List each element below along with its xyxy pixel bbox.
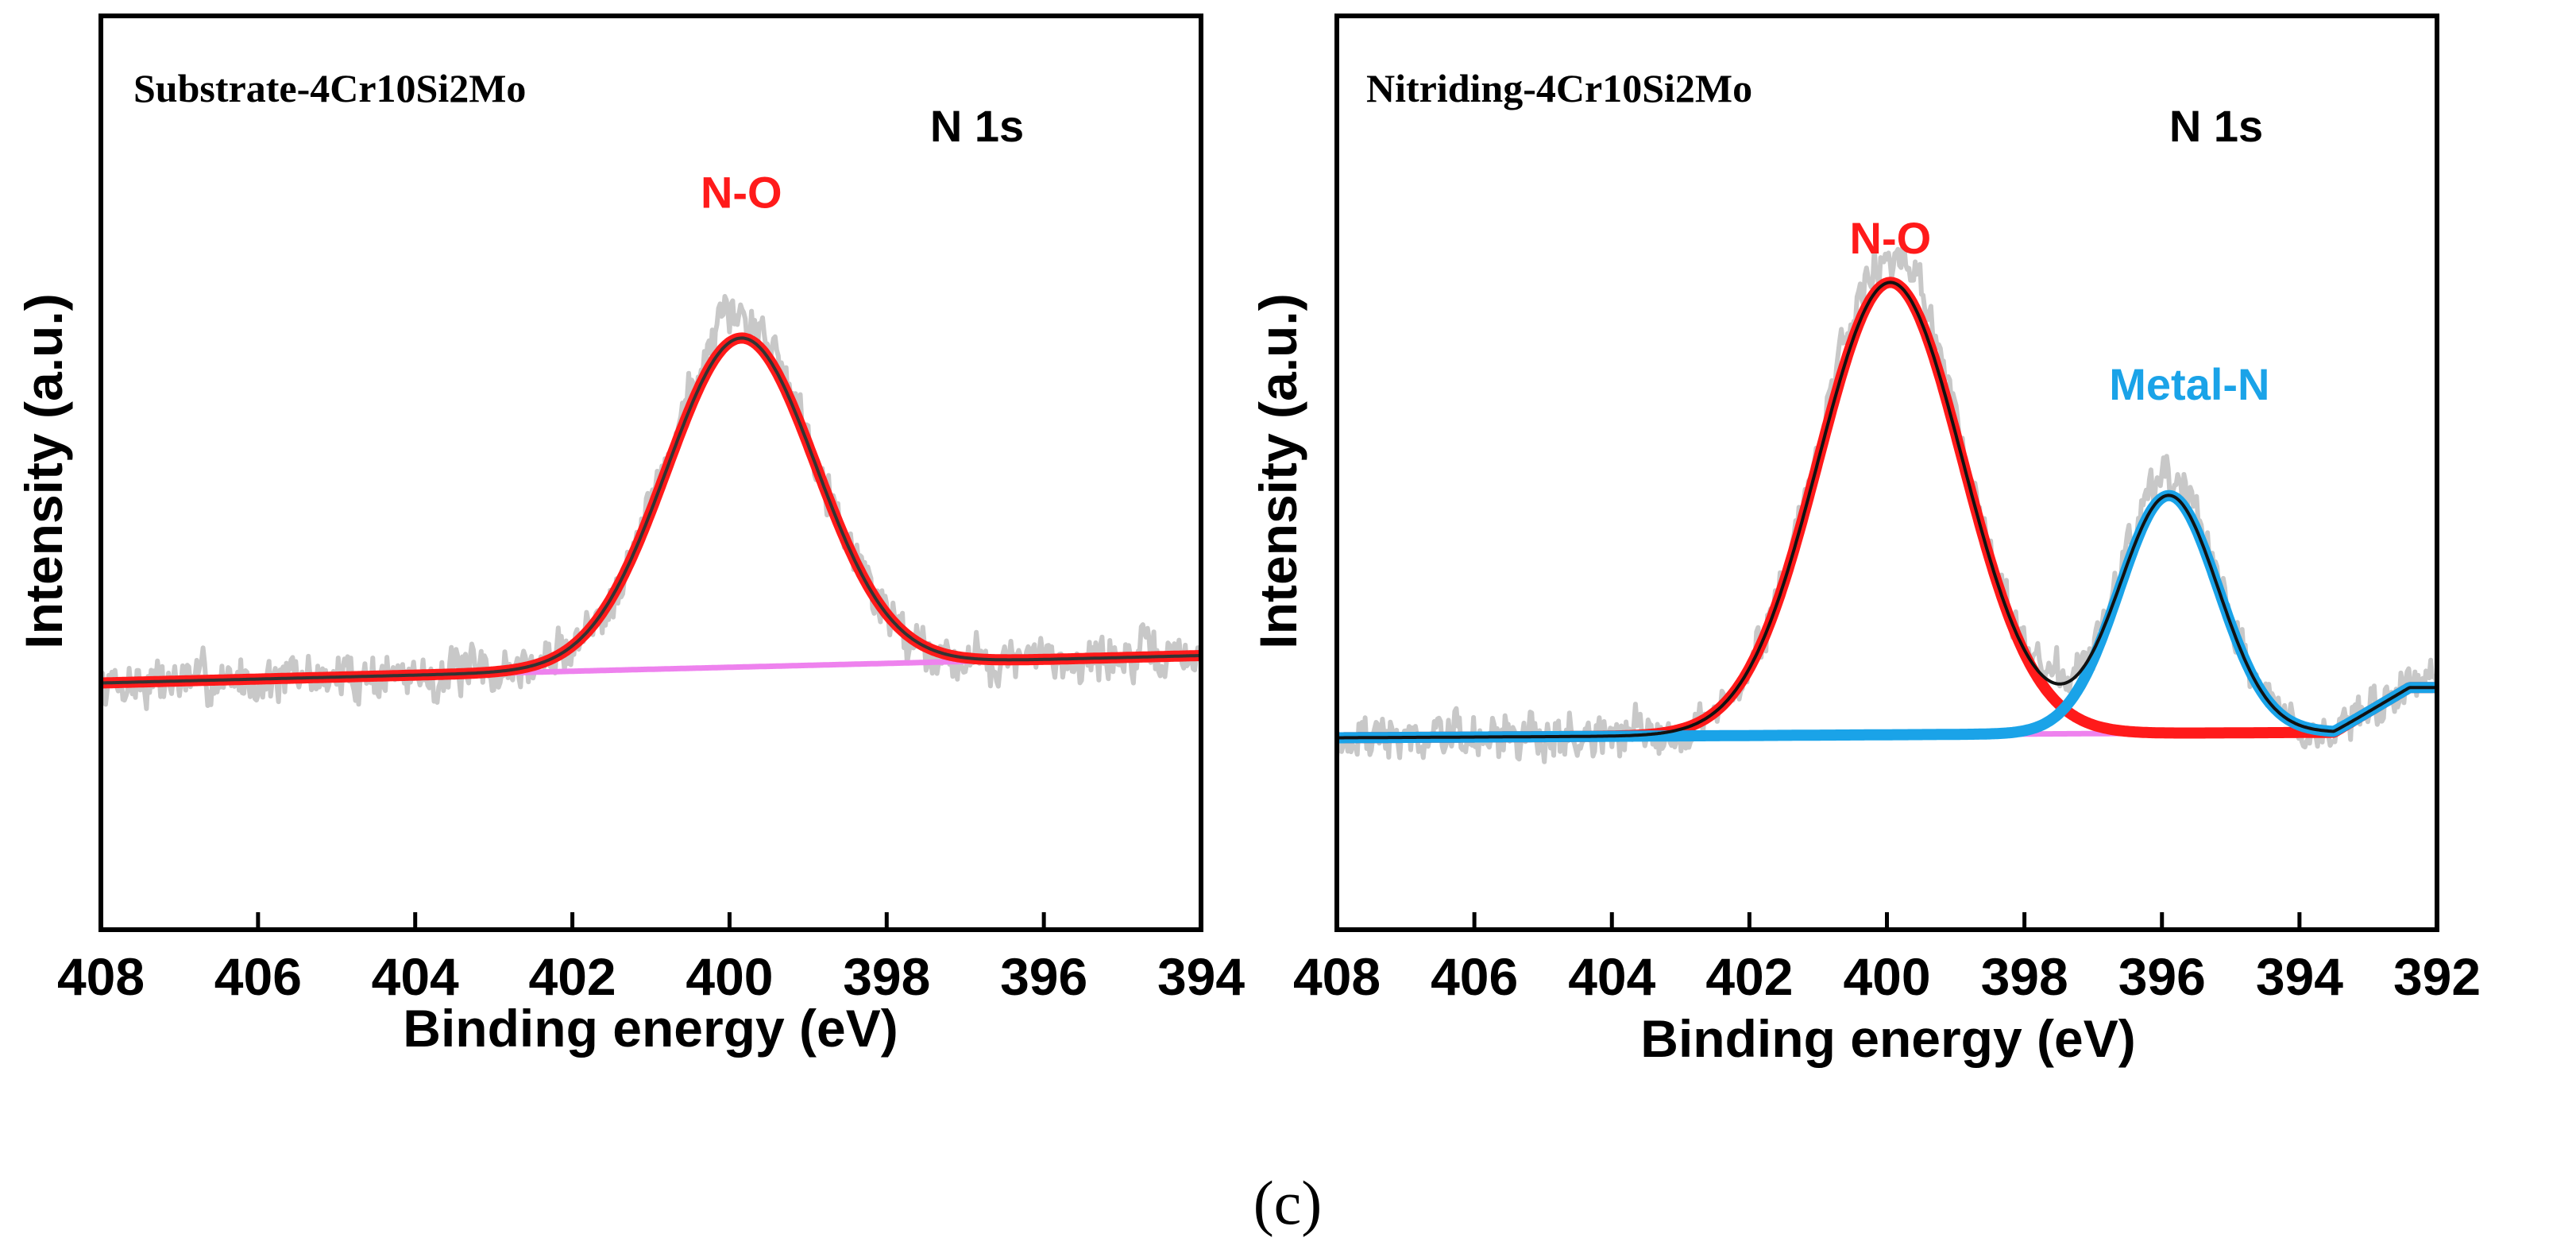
x-tick-label: 404	[372, 947, 459, 1006]
x-tick-label: 394	[1157, 947, 1245, 1006]
series-layer: N-O	[97, 168, 1205, 711]
envelope-line	[101, 336, 1201, 685]
panel-substrate: N-O 408 406 404 402 400 398 396 394 Substrate-4…	[14, 14, 1245, 1058]
x-tick-label: 404	[1568, 947, 1655, 1006]
plot-frame	[1334, 14, 2439, 932]
core-level-label: N 1s	[930, 101, 1024, 151]
x-tick-label: 394	[2256, 947, 2343, 1006]
envelope-line	[1337, 280, 2437, 740]
x-tick-label: 402	[1705, 947, 1793, 1006]
peak-label: N-O	[701, 168, 782, 218]
x-tick-label: 396	[1000, 947, 1087, 1006]
x-tick-label: 406	[214, 947, 302, 1006]
x-axis: 408 406 404 402 400 398 396 394 392	[1293, 912, 2481, 1006]
x-tick-label: 398	[843, 947, 930, 1006]
x-tick-label: 392	[2393, 947, 2481, 1006]
x-tick-label: 402	[529, 947, 616, 1006]
x-tick-label: 400	[686, 947, 773, 1006]
y-axis-title: Intensity (a.u.)	[14, 293, 73, 648]
x-tick-label: 396	[2118, 947, 2206, 1006]
plot-frame	[98, 14, 1203, 932]
raw-spectrum-line	[1334, 243, 2439, 764]
panel-nitriding: N-O Metal-N 408 406 404 402 400 398 396 394 392 N…	[1249, 14, 2481, 1068]
y-axis-title: Intensity (a.u.)	[1249, 293, 1307, 648]
x-axis-title: Binding energy (eV)	[403, 999, 898, 1058]
peak-label: N-O	[1850, 213, 1932, 263]
panel-title: Nitriding-4Cr10Si2Mo	[1366, 66, 1752, 110]
peak-label: Metal-N	[2109, 359, 2269, 409]
x-tick-label: 400	[1843, 947, 1930, 1006]
peak-n-o-line	[1333, 277, 2441, 744]
x-axis: 408 406 404 402 400 398 396 394	[57, 912, 1245, 1006]
figure-caption: (c)	[1253, 1168, 1323, 1237]
core-level-label: N 1s	[2169, 101, 2263, 151]
peak-metal-n-line	[1333, 489, 2441, 744]
series-layer: N-O Metal-N	[1333, 213, 2441, 764]
x-tick-label: 408	[57, 947, 145, 1006]
x-tick-label: 398	[1981, 947, 2068, 1006]
x-tick-label: 406	[1431, 947, 1518, 1006]
panel-title: Substrate-4Cr10Si2Mo	[133, 66, 526, 110]
x-tick-label: 408	[1293, 947, 1381, 1006]
x-axis-title: Binding energy (eV)	[1640, 1009, 2135, 1068]
